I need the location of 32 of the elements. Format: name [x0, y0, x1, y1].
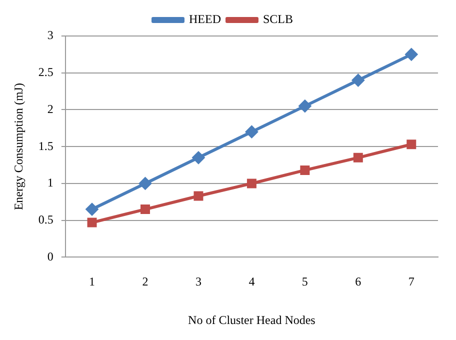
- x-tick-label: 6: [355, 274, 362, 289]
- y-tick-label: 2.5: [38, 65, 54, 80]
- legend-label: SCLB: [262, 12, 294, 26]
- x-tick-label: 3: [195, 274, 202, 289]
- y-tick-label: 3: [47, 28, 54, 42]
- point: [87, 218, 97, 228]
- y-axis-title: Energy Consumption (mJ): [11, 83, 26, 210]
- x-tick-label: 4: [248, 274, 255, 289]
- point: [353, 152, 363, 162]
- x-tick-label: 2: [142, 274, 148, 289]
- point: [404, 48, 418, 61]
- point: [352, 74, 365, 87]
- point: [192, 151, 205, 164]
- point: [138, 176, 152, 190]
- point: [246, 178, 256, 188]
- legend-label: HEED: [189, 12, 222, 26]
- point: [300, 165, 310, 175]
- point: [245, 125, 258, 138]
- point: [140, 204, 150, 214]
- point: [298, 100, 312, 113]
- x-tick-label: 5: [302, 274, 308, 289]
- y-tick-label: 0.5: [38, 212, 54, 226]
- point: [406, 140, 416, 150]
- y-tick-label: 1.5: [38, 138, 54, 153]
- x-tick-label: 1: [89, 274, 96, 289]
- y-tick-label: 2: [47, 102, 54, 116]
- x-axis-title: No of Cluster Head Nodes: [188, 312, 316, 327]
- y-tick-label: 1: [47, 176, 54, 190]
- x-tick-label: 7: [408, 274, 414, 289]
- y-tick-label: 0: [47, 249, 54, 264]
- point: [86, 202, 99, 216]
- point: [194, 191, 204, 201]
